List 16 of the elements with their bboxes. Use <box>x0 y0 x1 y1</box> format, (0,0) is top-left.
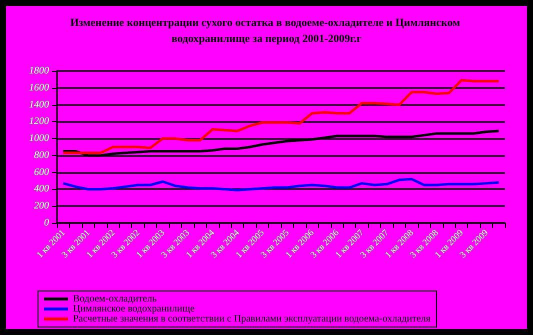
y-tick-label: 600 <box>34 166 49 178</box>
y-tick-label: 1400 <box>29 99 49 110</box>
legend-label: Цимлянское водохранилище <box>73 304 196 314</box>
legend-label: Расчетные значения в соответствии с Правилами эксплуатации водоема-охладителя <box>73 314 431 324</box>
y-tick-label: 1200 <box>29 116 49 128</box>
y-tick-label: 1800 <box>29 66 49 76</box>
legend-label: Водоем-охладитель <box>73 294 158 304</box>
y-tick-label: 800 <box>34 150 49 161</box>
y-tick-label: 1000 <box>29 133 49 144</box>
chart-title: Изменение концентрации сухого остатка в водоеме-охладителе и Цимлянском водохранилище за период 2001-2009г.г <box>70 17 463 45</box>
y-tick-label: 200 <box>34 200 49 212</box>
y-tick-label: 400 <box>34 184 49 195</box>
line-series <box>62 178 500 192</box>
line-series <box>62 79 500 154</box>
y-tick-label: 1600 <box>29 82 49 94</box>
y-tick-label: 0 <box>44 218 49 228</box>
